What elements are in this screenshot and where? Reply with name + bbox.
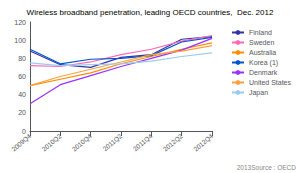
- svg-text:Denmark: Denmark: [249, 69, 278, 76]
- svg-text:2013Source : OECD: 2013Source : OECD: [237, 164, 297, 171]
- svg-text:2011Q2: 2011Q2: [101, 132, 124, 153]
- svg-text:Australia: Australia: [249, 49, 276, 56]
- svg-text:80: 80: [18, 55, 26, 62]
- svg-text:2012Q2: 2012Q2: [162, 132, 185, 153]
- svg-text:Sweden: Sweden: [249, 39, 274, 46]
- svg-text:Wireless broadband penetration: Wireless broadband penetration, leading …: [27, 8, 274, 17]
- svg-text:40: 40: [18, 91, 26, 98]
- svg-text:United States: United States: [249, 79, 292, 86]
- svg-text:100: 100: [14, 37, 26, 44]
- svg-text:120: 120: [14, 19, 26, 26]
- svg-text:2010Q4: 2010Q4: [71, 132, 94, 153]
- svg-text:Japan: Japan: [249, 89, 268, 97]
- svg-text:2010Q2: 2010Q2: [40, 132, 63, 153]
- svg-text:2011Q4: 2011Q4: [132, 132, 155, 153]
- svg-text:Korea (1): Korea (1): [249, 59, 278, 67]
- svg-text:2009Q4: 2009Q4: [10, 132, 33, 153]
- svg-text:0: 0: [22, 127, 26, 135]
- svg-text:60: 60: [18, 73, 26, 80]
- svg-text:20: 20: [18, 109, 26, 116]
- svg-text:Finland: Finland: [249, 29, 272, 36]
- svg-text:2012Q4: 2012Q4: [192, 132, 215, 153]
